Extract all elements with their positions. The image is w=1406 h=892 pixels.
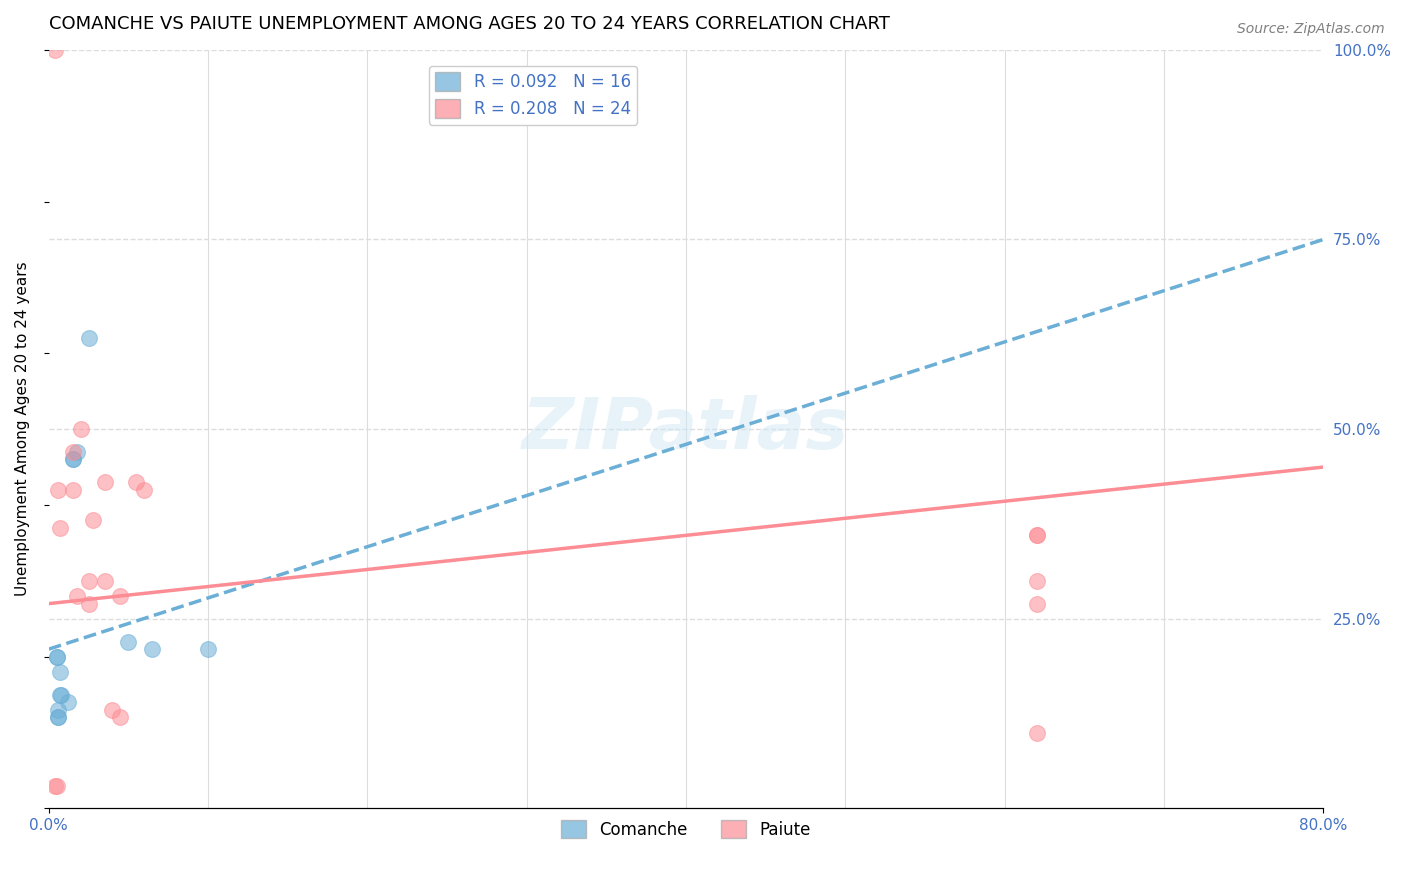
Point <box>1025 725 1047 739</box>
Point <box>62 483 84 497</box>
Point <box>77 331 100 345</box>
Point <box>46 483 69 497</box>
Point <box>69 422 91 436</box>
Point <box>45 649 67 664</box>
Point <box>117 634 139 648</box>
Point <box>134 483 156 497</box>
Point <box>1025 528 1047 542</box>
Point <box>46 710 69 724</box>
Point <box>1025 528 1047 542</box>
Point <box>46 710 69 724</box>
Point <box>49 521 72 535</box>
Point <box>62 452 84 467</box>
Y-axis label: Unemployment Among Ages 20 to 24 years: Unemployment Among Ages 20 to 24 years <box>15 262 30 597</box>
Point <box>66 445 89 459</box>
Point <box>46 703 69 717</box>
Point <box>77 597 100 611</box>
Point <box>141 642 163 657</box>
Point <box>45 779 67 793</box>
Point <box>93 574 115 588</box>
Point <box>56 695 79 709</box>
Text: ZIPatlas: ZIPatlas <box>522 394 849 464</box>
Text: Source: ZipAtlas.com: Source: ZipAtlas.com <box>1237 22 1385 37</box>
Point <box>62 452 84 467</box>
Text: COMANCHE VS PAIUTE UNEMPLOYMENT AMONG AGES 20 TO 24 YEARS CORRELATION CHART: COMANCHE VS PAIUTE UNEMPLOYMENT AMONG AG… <box>49 15 890 33</box>
Point <box>93 475 115 490</box>
Point <box>49 688 72 702</box>
Point <box>62 445 84 459</box>
Point <box>1025 597 1047 611</box>
Point <box>1025 574 1047 588</box>
Point <box>66 589 89 603</box>
Point <box>110 710 132 724</box>
Point <box>82 513 104 527</box>
Point <box>49 665 72 679</box>
Point <box>77 574 100 588</box>
Point <box>44 43 66 57</box>
Point <box>51 688 73 702</box>
Point <box>45 649 67 664</box>
Point <box>101 703 124 717</box>
Legend: Comanche, Paiute: Comanche, Paiute <box>554 814 817 846</box>
Point <box>44 779 66 793</box>
Point <box>110 589 132 603</box>
Point <box>125 475 148 490</box>
Point <box>197 642 219 657</box>
